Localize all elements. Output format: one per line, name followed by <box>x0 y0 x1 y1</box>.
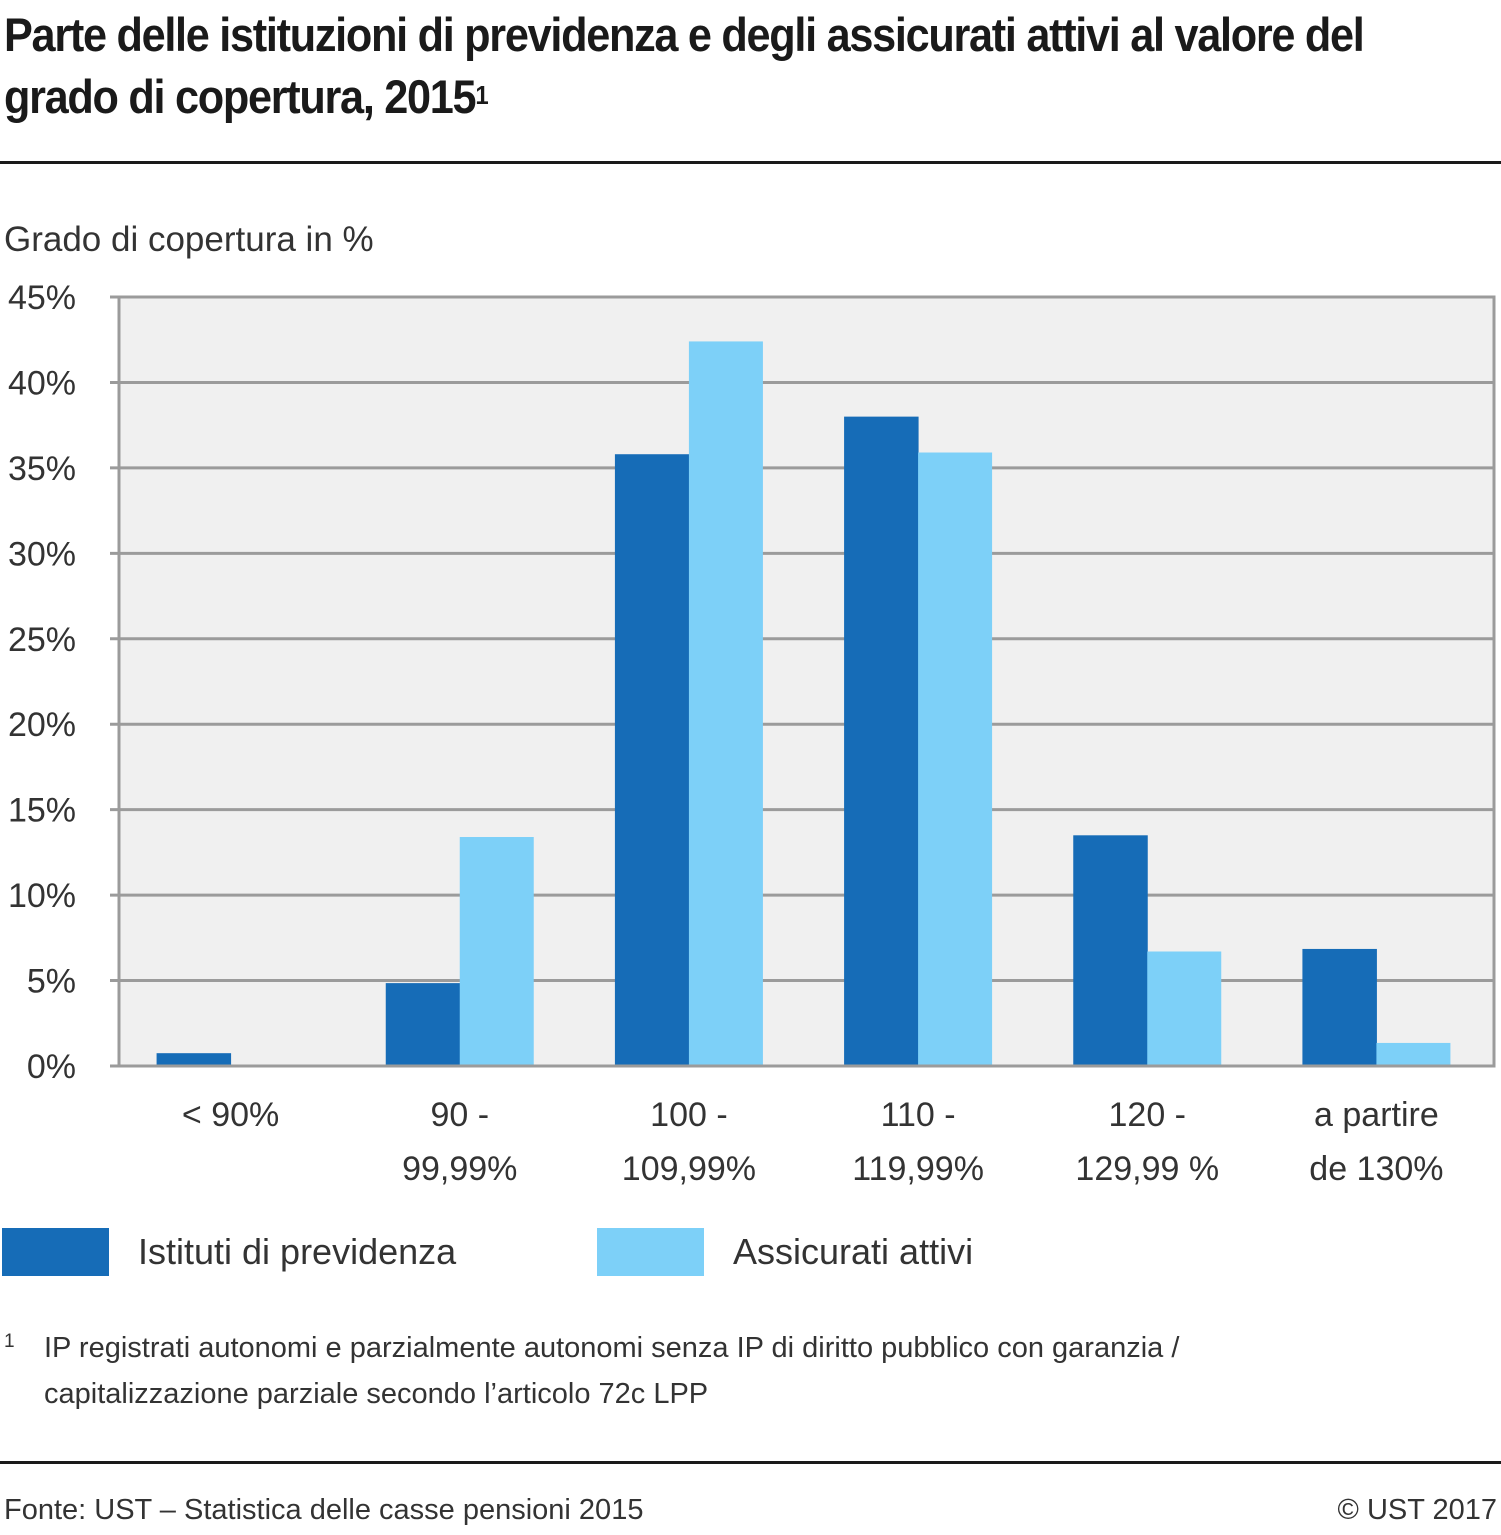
footnote-marker: 1 <box>4 1331 15 1352</box>
y-tick-label: 20% <box>8 706 76 744</box>
x-tick-label: 90 - <box>430 1096 489 1134</box>
bar-assicurati <box>1147 951 1222 1066</box>
source-text: Fonte: UST – Statistica delle casse pens… <box>4 1494 644 1526</box>
x-tick-label: de 130% <box>1309 1150 1443 1188</box>
top-rule <box>0 161 1501 164</box>
bar-assicurati <box>688 341 763 1066</box>
y-tick-label: 15% <box>8 792 76 830</box>
footnote: 1 IP registrati autonomi e parzialmente … <box>4 1325 1344 1417</box>
y-tick-label: 45% <box>8 279 76 317</box>
legend-label-istituti: Istituti di previdenza <box>138 1231 457 1272</box>
x-tick-label: a partire <box>1314 1096 1439 1134</box>
legend-item-assicurati: Assicurati attivi <box>597 1228 973 1276</box>
bar-istituti <box>844 416 919 1067</box>
chart-title: Parte delle istituzioni di previdenza e … <box>4 4 1366 128</box>
bar-istituti <box>1302 948 1377 1066</box>
y-tick-label: 30% <box>8 535 76 573</box>
bar-istituti <box>385 983 461 1066</box>
bar-istituti <box>614 454 690 1066</box>
y-tick-label: 40% <box>8 364 76 402</box>
footnote-text: IP registrati autonomi e parzialmente au… <box>44 1332 1180 1410</box>
bar-istituti <box>1073 835 1148 1066</box>
bar-assicurati <box>459 837 534 1066</box>
x-tick-labels: < 90% 90 - 99,99% 100 - 109,99% 110 - 119,99% 1… <box>182 1096 1444 1188</box>
bars <box>156 341 1451 1067</box>
x-tick-label: 109,99% <box>622 1150 756 1188</box>
bar-assicurati <box>1376 1042 1451 1066</box>
y-tick-label: 35% <box>8 450 76 488</box>
legend-label-assicurati: Assicurati attivi <box>733 1231 974 1272</box>
y-tick-label: 25% <box>8 621 76 659</box>
copyright-text: © UST 2017 <box>1337 1494 1497 1526</box>
title-footnote-marker: 1 <box>475 80 488 110</box>
y-tick-label: 5% <box>27 963 76 1001</box>
x-tick-label: 119,99% <box>852 1150 984 1188</box>
y-tick-label: 10% <box>8 877 76 915</box>
legend-swatch-assicurati <box>597 1228 704 1276</box>
x-tick-label: 129,99 % <box>1075 1150 1219 1188</box>
x-tick-label: < 90% <box>182 1096 279 1134</box>
legend-swatch-istituti <box>2 1228 109 1276</box>
plot-background <box>119 297 1494 1066</box>
x-tick-label: 99,99% <box>402 1150 517 1188</box>
y-axis-label: Grado di copertura in % <box>4 220 374 259</box>
bar-chart: 0% 5% 10% 15% 20% 25% 30% 35% 40% 45% < 90% 90 - 99… <box>8 279 1496 1188</box>
x-tick-label: 110 - <box>881 1096 956 1134</box>
chart-title-text: Parte delle istituzioni di previdenza e … <box>4 8 1365 123</box>
bar-istituti <box>156 1053 232 1066</box>
y-tick-labels: 0% 5% 10% 15% 20% 25% 30% 35% 40% 45% <box>8 279 76 1086</box>
x-tick-label: 120 - <box>1109 1096 1187 1134</box>
y-tick-label: 0% <box>27 1048 76 1086</box>
legend-item-istituti: Istituti di previdenza <box>2 1228 456 1276</box>
axes <box>110 295 1496 1068</box>
gridlines <box>110 295 1494 1068</box>
bar-assicurati <box>918 452 993 1066</box>
bottom-rule <box>0 1461 1501 1464</box>
x-tick-label: 100 - <box>650 1096 728 1134</box>
